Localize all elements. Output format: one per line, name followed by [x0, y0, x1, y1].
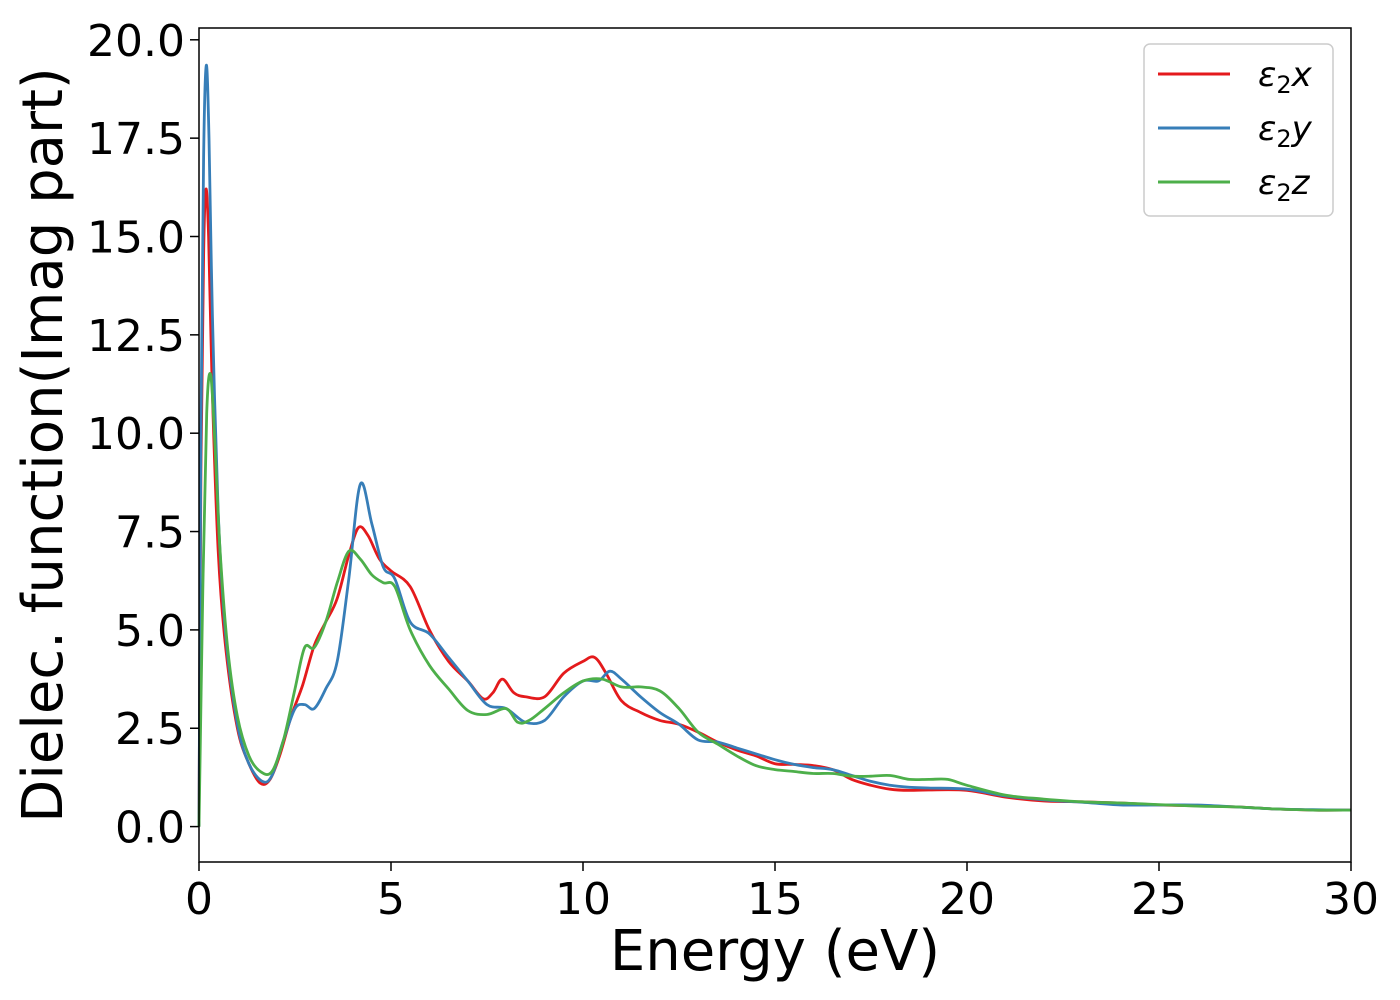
x-tick-label: 30 — [1323, 874, 1379, 925]
series-layer — [197, 63, 1352, 827]
legend-box — [1143, 43, 1334, 217]
y-tick-label: 0.0 — [115, 803, 185, 854]
x-tick-label: 15 — [747, 874, 803, 925]
x-tick-label: 10 — [555, 874, 611, 925]
x-tick-label: 25 — [1131, 874, 1187, 925]
legend-label-2: ε2z — [1258, 163, 1311, 207]
y-axis-title: Dielec. function(Imag part) — [11, 67, 76, 823]
x-axis-title: Energy (eV) — [610, 919, 940, 984]
series-line-2 — [197, 372, 1352, 827]
y-tick-label: 20.0 — [87, 16, 185, 67]
series-line-0 — [197, 187, 1352, 827]
y-tick-label: 10.0 — [87, 409, 185, 460]
legend-label-1: ε2y — [1258, 109, 1313, 153]
y-axis-ticks: 0.0 2.5 5.0 7.5 10.0 12.5 15.0 17.5 20.0 — [87, 16, 199, 854]
y-tick-label: 7.5 — [115, 508, 185, 559]
x-tick-label: 20 — [939, 874, 995, 925]
y-tick-label: 17.5 — [87, 114, 185, 165]
y-tick-label: 12.5 — [87, 311, 185, 362]
legend: ε2x ε2y ε2z — [1143, 43, 1334, 217]
y-tick-label: 5.0 — [115, 606, 185, 657]
x-tick-label: 0 — [185, 874, 213, 925]
y-tick-label: 15.0 — [87, 213, 185, 264]
x-axis-ticks: 0 5 10 15 20 25 30 — [185, 862, 1379, 925]
x-tick-label: 5 — [377, 874, 405, 925]
y-tick-label: 2.5 — [115, 704, 185, 755]
legend-label-0: ε2x — [1258, 55, 1313, 99]
